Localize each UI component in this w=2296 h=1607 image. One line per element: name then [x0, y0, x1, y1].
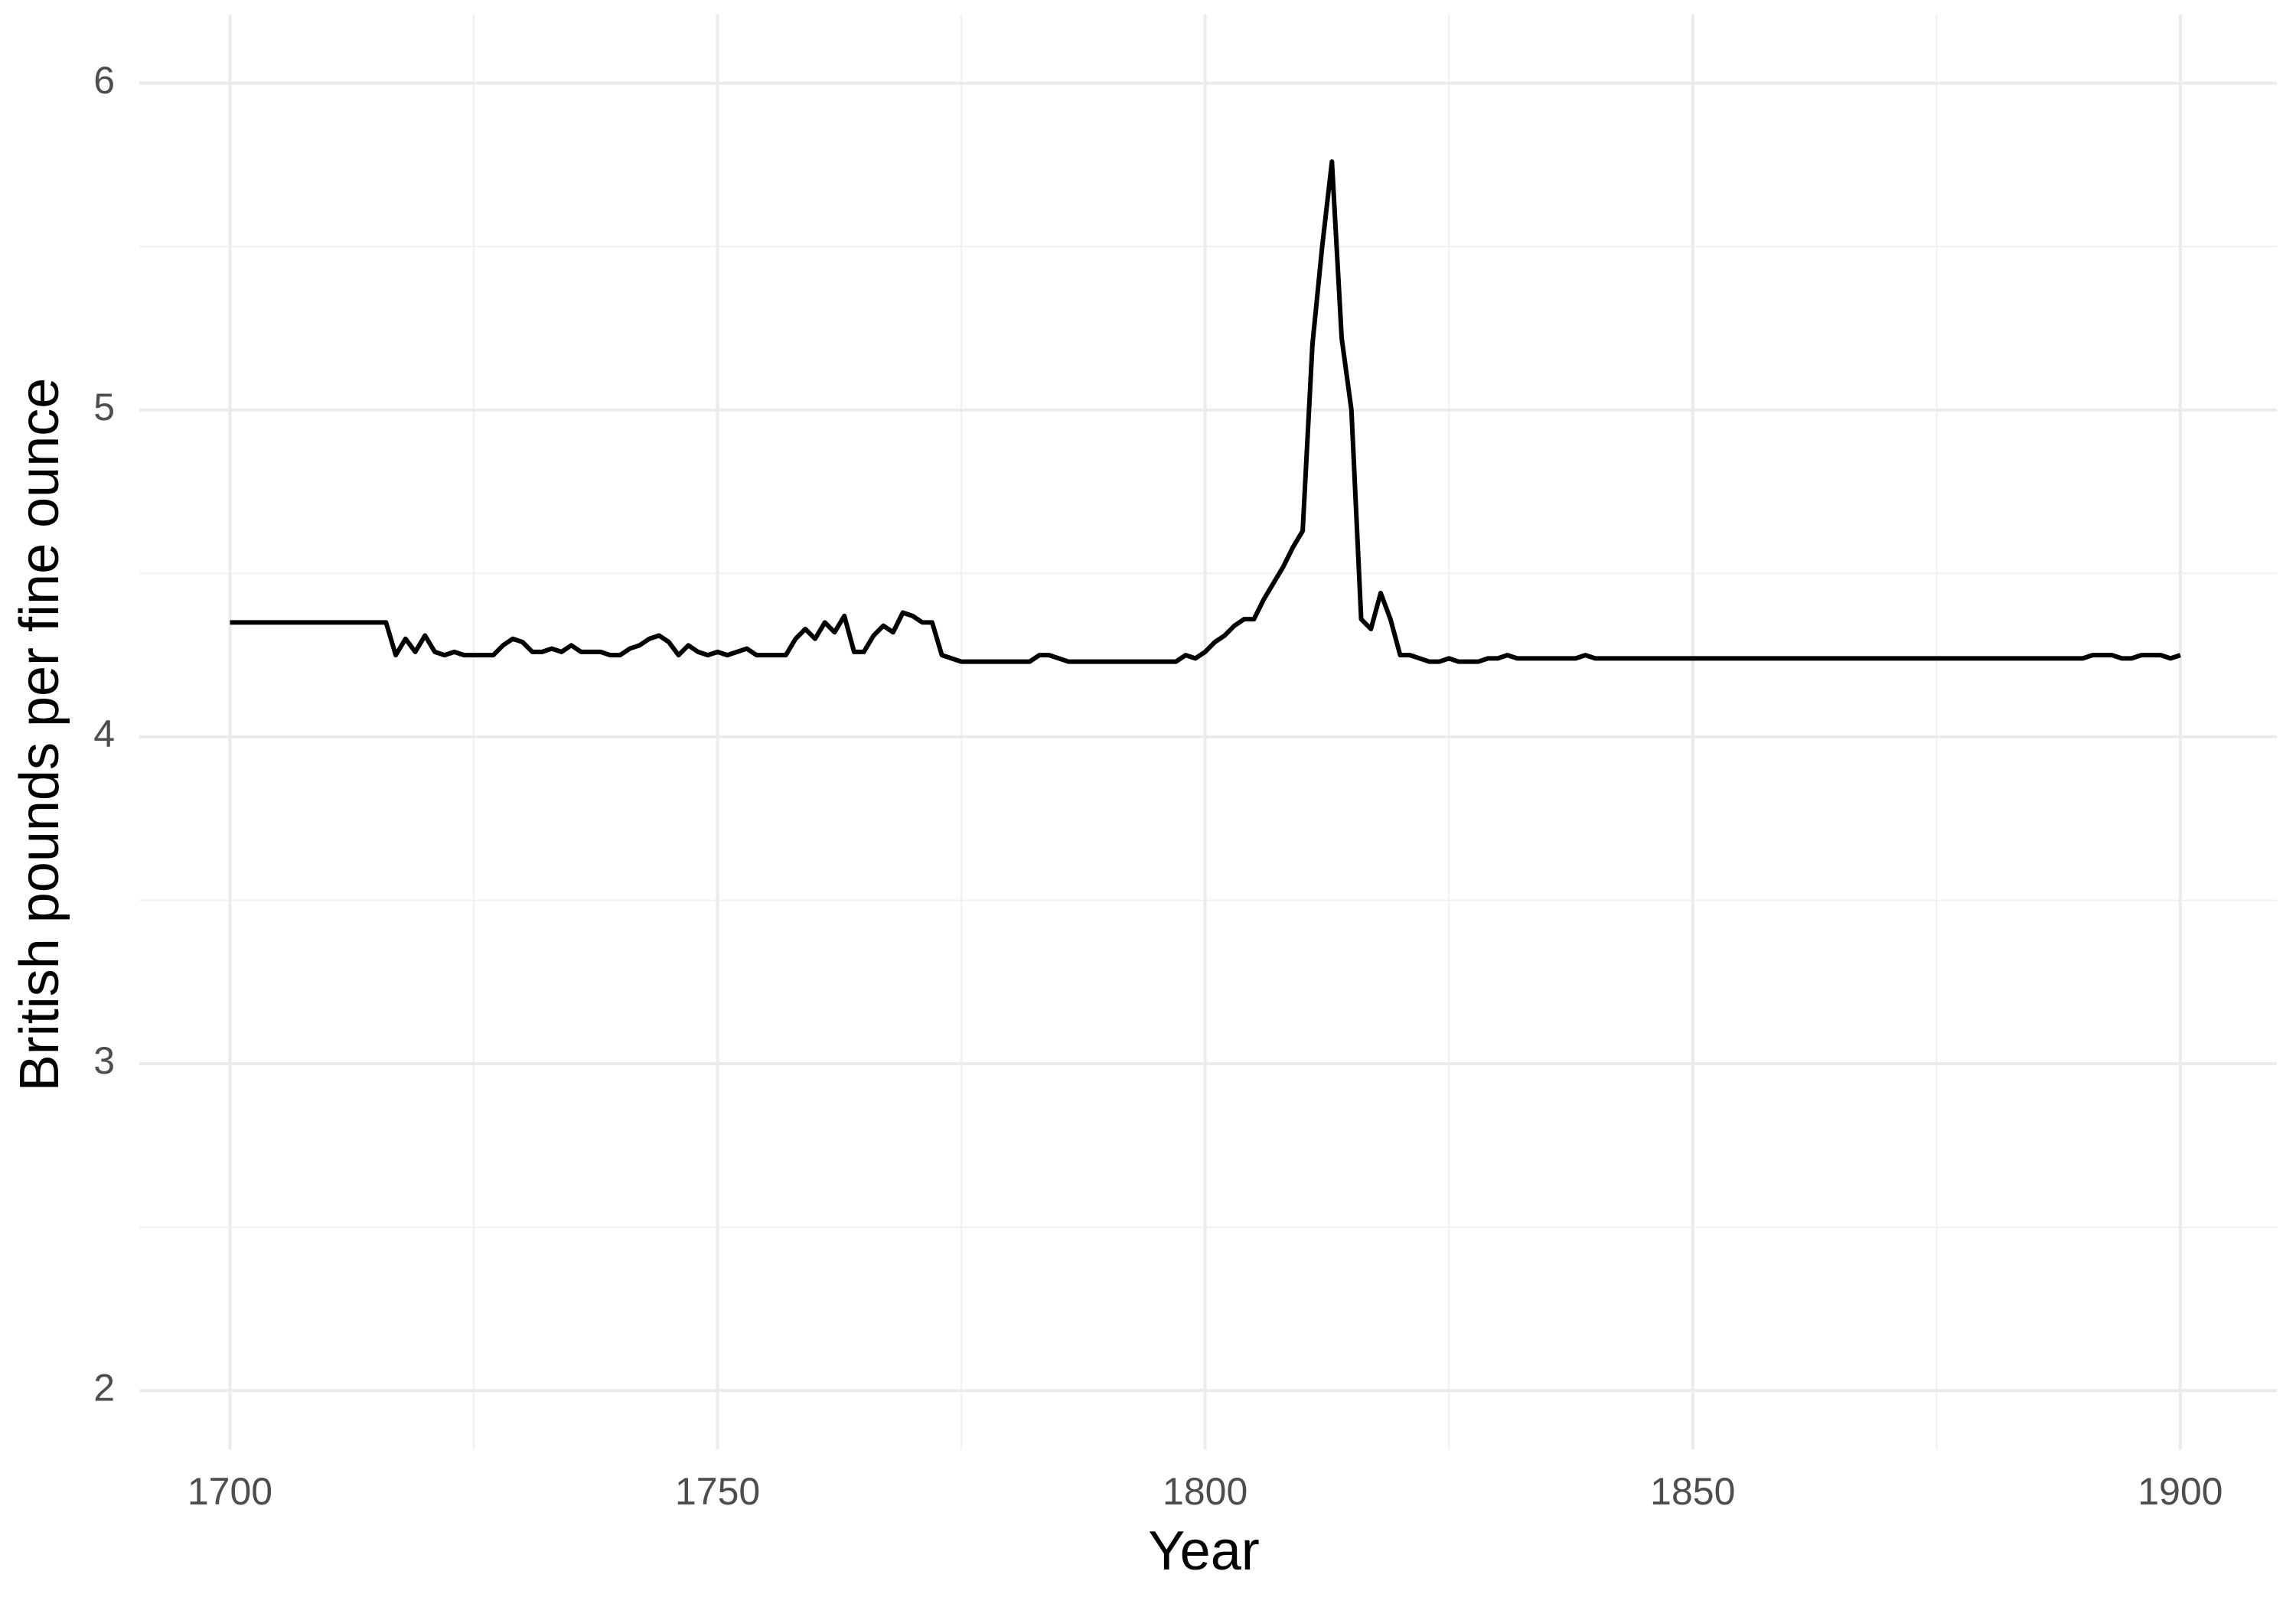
x-tick-label: 1900 [2138, 1470, 2223, 1513]
x-axis-title: Year [1148, 1521, 1259, 1582]
x-tick-label: 1750 [675, 1470, 760, 1513]
x-tick-label: 1700 [188, 1470, 272, 1513]
plot-area [230, 159, 2181, 664]
data-line [230, 159, 2181, 664]
y-tick-label: 4 [93, 712, 115, 755]
x-tick-label: 1800 [1163, 1470, 1247, 1513]
y-tick-label: 3 [93, 1039, 115, 1082]
y-tick-label: 6 [93, 59, 115, 102]
y-tick-label: 5 [93, 386, 115, 429]
x-tick-label: 1850 [1650, 1470, 1735, 1513]
y-tick-label: 2 [93, 1366, 115, 1409]
grid [139, 15, 2277, 1449]
y-axis-title: British pounds per fine ounce [9, 378, 70, 1092]
